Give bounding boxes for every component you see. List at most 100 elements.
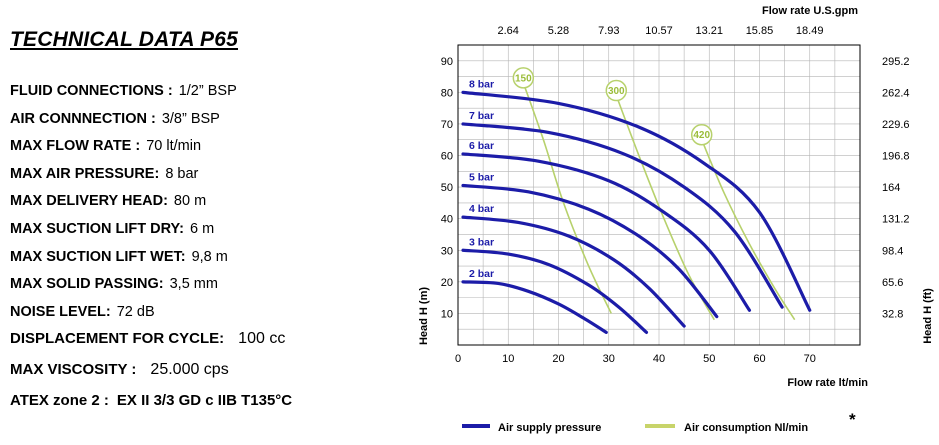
pressure-curve-2-bar <box>461 280 608 334</box>
legend-label-consumption: Air consumption Nl/min <box>684 422 808 434</box>
y-tick-label: 30 <box>441 245 453 257</box>
spec-value: 8 bar <box>165 165 199 182</box>
page-title: TECHNICAL DATA P65 <box>10 28 239 51</box>
spec-label: MAX SUCTION LIFT DRY: <box>10 220 184 237</box>
y-tick-label: 60 <box>441 151 453 163</box>
spec-value: 9,8 m <box>191 248 228 265</box>
spec-label: MAX FLOW RATE : <box>10 138 141 155</box>
right-tick-label: 262.4 <box>882 87 910 99</box>
x-tick-label: 60 <box>753 353 765 365</box>
pressure-label-6-bar: 6 bar <box>469 140 494 152</box>
air-consumption-curve-150 <box>522 82 612 314</box>
y-tick-label: 50 <box>441 182 453 194</box>
spec-value: 3/8” BSP <box>161 110 220 127</box>
footnote-asterisk: * <box>849 410 856 429</box>
pressure-curve-7-bar <box>461 122 784 309</box>
spec-label: MAX DELIVERY HEAD: <box>10 193 168 210</box>
spec-max-air-pressure: MAX AIR PRESSURE: 8 bar <box>10 164 292 192</box>
spec-fluid-connections: FLUID CONNECTIONS : 1/2” BSP <box>10 81 292 109</box>
right-tick-label: 65.6 <box>882 277 903 289</box>
top-tick-label: 2.64 <box>498 25 519 37</box>
legend: Air supply pressure Air consumption Nl/m… <box>462 410 856 434</box>
pressure-curve-5-bar <box>461 183 719 319</box>
y-tick-label: 20 <box>441 277 453 289</box>
top-tick-label: 7.93 <box>598 25 619 37</box>
x-tick-label: 70 <box>804 353 816 365</box>
top-tick-label: 18.49 <box>796 25 824 37</box>
spec-label: MAX SUCTION LIFT WET: <box>10 248 186 265</box>
pressure-label-5-bar: 5 bar <box>469 172 494 184</box>
right-axis-title: Head H (ft) <box>922 288 934 344</box>
x-tick-label: 0 <box>455 353 461 365</box>
right-tick-label: 164 <box>882 182 900 194</box>
x-axis-title: Flow rate lt/min <box>787 377 868 389</box>
pressure-curve-8-bar <box>461 90 812 312</box>
spec-noise-level: NOISE LEVEL: 72 dB <box>10 302 292 330</box>
spec-max-suction-lift-dry: MAX SUCTION LIFT DRY: 6 m <box>10 219 292 247</box>
spec-label: MAX SOLID PASSING: <box>10 276 164 293</box>
spec-max-solid-passing: MAX SOLID PASSING: 3,5 mm <box>10 274 292 302</box>
spec-max-delivery-head: MAX DELIVERY HEAD: 80 m <box>10 191 292 219</box>
air-consumption-label-420: 420 <box>693 130 710 141</box>
x-tick-label: 10 <box>502 353 514 365</box>
y-tick-label: 90 <box>441 56 453 68</box>
spec-label: MAX AIR PRESSURE: <box>10 165 160 182</box>
spec-label: NOISE LEVEL: <box>10 303 111 320</box>
pressure-label-8-bar: 8 bar <box>469 78 494 90</box>
y-tick-label: 80 <box>441 87 453 99</box>
spec-max-suction-lift-wet: MAX SUCTION LIFT WET: 9,8 m <box>10 247 292 275</box>
pressure-curve-3-bar <box>461 248 649 334</box>
plot-frame <box>457 44 861 346</box>
spec-value: EX II 3/3 GD c IIB T135°C <box>116 392 293 410</box>
pressure-label-3-bar: 3 bar <box>469 236 494 248</box>
spec-air-connection: AIR CONNNECTION : 3/8” BSP <box>10 109 292 137</box>
top-tick-label: 13.21 <box>695 25 723 37</box>
air-consumption-badge-420 <box>690 123 713 146</box>
spec-atex: ATEX zone 2 : EX II 3/3 GD c IIB T135°C <box>10 391 292 422</box>
air-consumption-curve-420 <box>700 139 796 321</box>
top-tick-label: 10.57 <box>645 25 673 37</box>
pressure-label-7-bar: 7 bar <box>469 110 494 122</box>
pressure-label-2-bar: 2 bar <box>469 268 494 280</box>
right-tick-label: 295.2 <box>882 56 910 68</box>
y-tick-label: 40 <box>441 214 453 226</box>
spec-value: 80 m <box>173 193 207 210</box>
spec-label: MAX VISCOSITY : <box>10 361 137 379</box>
spec-max-flow-rate: MAX FLOW RATE : 70 lt/min <box>10 136 292 164</box>
spec-label: ATEX zone 2 : <box>10 392 109 410</box>
spec-label: DISPLACEMENT FOR CYCLE: <box>10 330 225 348</box>
top-tick-label: 15.85 <box>746 25 774 37</box>
pressure-curve-6-bar <box>461 152 752 312</box>
air-consumption-badge-300 <box>605 79 628 102</box>
spec-label: FLUID CONNECTIONS : <box>10 83 173 99</box>
spec-value: 72 dB <box>116 303 155 320</box>
top-axis-title: Flow rate U.S.gpm <box>762 5 858 17</box>
y-tick-label: 70 <box>441 119 453 131</box>
spec-list: FLUID CONNECTIONS : 1/2” BSP AIR CONNNECT… <box>10 81 292 422</box>
spec-value: 25.000 cps <box>150 361 229 379</box>
spec-displacement: DISPLACEMENT FOR CYCLE: 100 cc <box>10 329 292 360</box>
right-tick-label: 131.2 <box>882 214 910 226</box>
pressure-label-4-bar: 4 bar <box>469 203 494 215</box>
x-tick-label: 50 <box>703 353 715 365</box>
x-tick-label: 30 <box>603 353 615 365</box>
spec-label: AIR CONNNECTION : <box>10 110 156 127</box>
axis-ticks: 0 10 20 30 40 50 60 70 10 20 30 40 50 60 70 80 90 32.8 65.… <box>441 25 910 365</box>
pressure-curve-4-bar <box>461 215 686 328</box>
spec-value: 100 cc <box>238 330 286 348</box>
y-tick-label: 10 <box>441 308 453 320</box>
y-axis-title: Head H (m) <box>418 287 430 345</box>
x-tick-label: 20 <box>552 353 564 365</box>
air-consumption-badge-150 <box>512 67 535 89</box>
top-tick-label: 5.28 <box>548 25 569 37</box>
spec-value: 6 m <box>190 220 215 237</box>
air-pressure-curves: 2 bar 3 bar 4 bar 5 bar 6 bar 7 bar 8 bar <box>461 78 812 334</box>
legend-label-pressure: Air supply pressure <box>498 422 601 434</box>
air-consumption-label-300: 300 <box>608 86 625 97</box>
right-tick-label: 98.4 <box>882 245 903 257</box>
right-tick-label: 196.8 <box>882 151 910 163</box>
spec-value: 70 lt/min <box>146 138 202 155</box>
spec-value: 3,5 mm <box>169 276 218 293</box>
x-tick-label: 40 <box>653 353 665 365</box>
